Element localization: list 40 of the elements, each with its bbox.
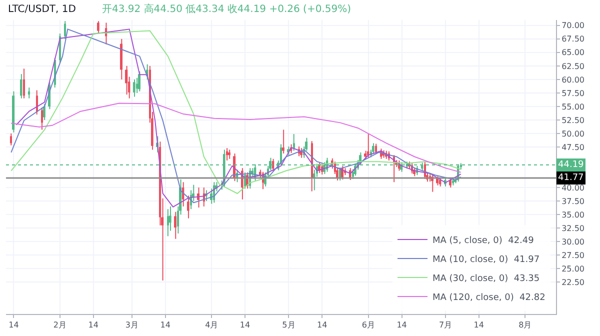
x-tick-label: 5月	[282, 320, 296, 330]
ref-line-label: 44.19	[558, 160, 584, 170]
y-tick-label: 60.00	[562, 75, 585, 84]
x-tick-label: 14	[317, 320, 328, 330]
y-tick-label: 40.00	[562, 183, 585, 192]
y-tick-label: 27.50	[562, 250, 585, 260]
x-tick-label: 8月	[518, 320, 532, 330]
x-tick-label: 7月	[438, 320, 452, 330]
chart-subtitle: 开43.92 高44.50 低43.34 收44.19 +0.26 (+0.59%)	[102, 3, 352, 15]
y-tick-label: 67.50	[562, 34, 585, 44]
legend-label: MA (120, close, 0) 42.82	[432, 293, 546, 304]
x-tick-label: 3月	[125, 320, 138, 330]
y-tick-label: 52.50	[562, 116, 585, 125]
legend-label: MA (10, close, 0) 41.97	[432, 255, 540, 266]
x-tick-label: 14	[396, 320, 407, 330]
y-tick-label: 70.00	[562, 21, 585, 30]
y-tick-label: 57.50	[562, 88, 585, 98]
x-tick-label: 6月	[362, 320, 375, 330]
y-tick-label: 25.00	[562, 264, 585, 274]
x-tick-label: 14	[160, 320, 170, 330]
x-tick-label: 14	[240, 320, 250, 330]
y-tick-label: 22.50	[562, 278, 585, 287]
x-tick-label: 2月	[53, 320, 67, 330]
chart-title: LTC/USDT, 1D	[8, 4, 76, 15]
x-tick-label: 14	[88, 320, 98, 330]
y-tick-label: 65.00	[562, 48, 585, 58]
y-tick-label: 55.00	[562, 102, 585, 112]
ref-line-label: 41.77	[558, 173, 584, 183]
y-tick-label: 32.50	[562, 224, 585, 233]
y-tick-label: 62.50	[562, 62, 585, 71]
y-tick-label: 35.00	[562, 210, 585, 220]
x-tick-label: 4月	[205, 320, 218, 330]
y-tick-label: 50.00	[562, 129, 585, 138]
legend-label: MA (5, close, 0) 42.49	[432, 236, 534, 246]
y-tick-label: 30.00	[562, 237, 585, 246]
x-tick-label: 14	[8, 320, 19, 330]
legend-label: MA (30, close, 0) 43.35	[432, 274, 540, 284]
y-tick-label: 47.50	[562, 142, 585, 152]
y-tick-label: 37.50	[562, 196, 585, 206]
x-tick-label: 14	[474, 320, 484, 330]
